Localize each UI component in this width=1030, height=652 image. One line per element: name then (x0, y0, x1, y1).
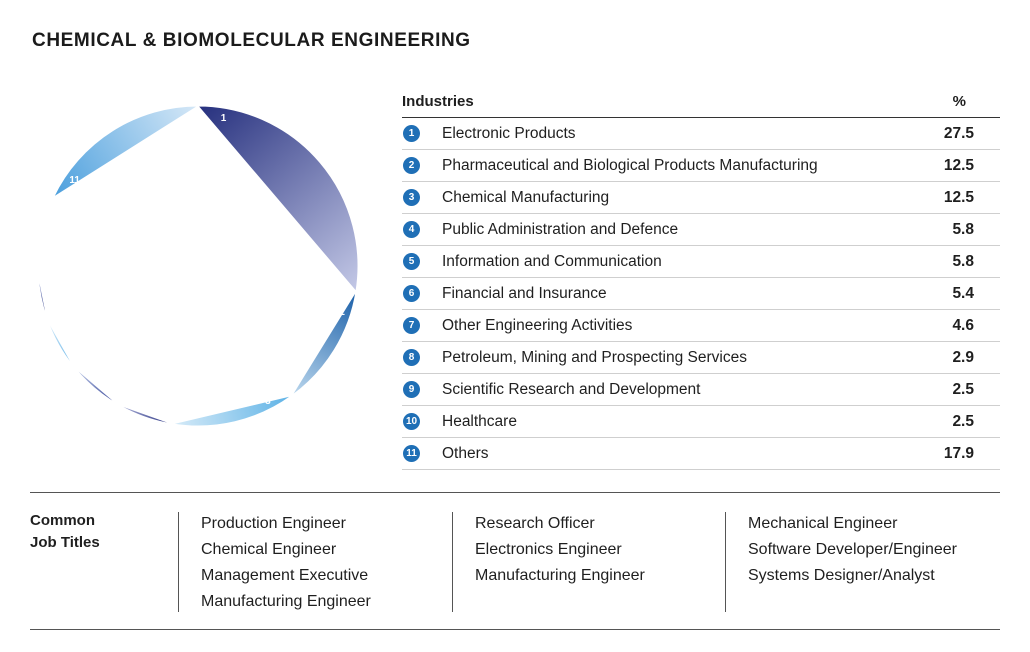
divider-bottom (30, 629, 1000, 630)
row-number-badge: 7 (403, 317, 420, 334)
job-title-item: Production Engineer (201, 515, 346, 532)
row-percent-value: 2.5 (952, 412, 974, 430)
pie-slice-9 (38, 220, 46, 246)
table-row: 9 Scientific Research and Development 2.5 (402, 374, 1000, 406)
table-row: 5 Information and Communication 5.8 (402, 246, 1000, 278)
row-number-badge: 4 (403, 221, 420, 238)
job-titles-column-3: Mechanical Engineer Software Developer/En… (725, 512, 957, 612)
pie-chart-svg: 1 2 3 4 5 6 7 8 9 10 11 (37, 105, 359, 427)
job-titles-column-2: Research Officer Electronics Engineer Manu… (452, 512, 645, 612)
job-titles-column-1: Production Engineer Chemical Engineer Mana… (178, 512, 371, 612)
table-rows: 1 Electronic Products 27.5 2 Pharmaceutical … (402, 118, 1000, 470)
job-title-item: Chemical Engineer (201, 541, 337, 558)
row-percent-value: 5.8 (952, 252, 974, 270)
table-row: 2 Pharmaceutical and Biological Products … (402, 150, 1000, 182)
pie-slice-label-7: 7 (49, 300, 55, 311)
row-percent-value: 2.5 (952, 380, 974, 398)
table-row: 7 Other Engineering Activities 4.6 (402, 310, 1000, 342)
row-industry-label: Others (442, 444, 489, 462)
job-title-item: Mechanical Engineer (748, 515, 898, 532)
row-industry-label: Public Administration and Defence (442, 220, 679, 238)
pie-slice-label-6: 6 (70, 346, 76, 357)
pie-slice-8 (37, 245, 40, 275)
header-industries: Industries (402, 93, 474, 110)
row-number-badge: 9 (403, 381, 420, 398)
row-percent-value: 12.5 (943, 156, 974, 174)
row-number-badge: 8 (403, 349, 420, 366)
pie-slice-label-5: 5 (108, 385, 114, 396)
job-title-item: Software Developer/Engineer (748, 541, 958, 558)
row-number-badge: 3 (403, 189, 420, 206)
job-title-item: Research Officer (475, 515, 595, 532)
page-title: CHEMICAL & BIOMOLECULAR ENGINEERING (32, 30, 471, 51)
row-industry-label: Other Engineering Activities (442, 316, 633, 334)
pie-slice-label-9: 9 (47, 232, 53, 243)
pie-slice-label-8: 8 (44, 259, 50, 270)
row-percent-value: 12.5 (943, 188, 974, 206)
table-row: 8 Petroleum, Mining and Prospecting Servi… (402, 342, 1000, 374)
table-row: 10 Healthcare 2.5 (402, 406, 1000, 438)
table-row: 3 Chemical Manufacturing 12.5 (402, 182, 1000, 214)
job-title-item: Manufacturing Engineer (475, 567, 645, 584)
pie-slice-label-4: 4 (157, 408, 163, 419)
table-row: 4 Public Administration and Defence 5.8 (402, 214, 1000, 246)
pie-slice-4 (117, 403, 173, 425)
pie-slice-label-3: 3 (265, 396, 271, 407)
donut-hole (150, 218, 246, 314)
job-titles-heading-line1: Common (30, 512, 95, 529)
header-percent: % (952, 93, 966, 110)
table-row: 11 Others 17.9 (402, 438, 1000, 470)
row-percent-value: 17.9 (943, 444, 974, 462)
row-number-badge: 10 (403, 413, 420, 430)
pie-slice-label-11: 11 (69, 175, 80, 186)
row-number-badge: 2 (403, 157, 420, 174)
row-percent-value: 5.8 (952, 220, 974, 238)
job-title-item: Manufacturing Engineer (201, 593, 371, 610)
row-industry-label: Pharmaceutical and Biological Products M… (442, 156, 818, 174)
row-industry-label: Healthcare (442, 412, 517, 430)
row-number-badge: 1 (403, 125, 420, 142)
pie-slice-7 (37, 274, 48, 320)
job-title-item: Systems Designer/Analyst (748, 567, 935, 584)
table-row: 6 Financial and Insurance 5.4 (402, 278, 1000, 310)
job-titles-heading: Common Job Titles (30, 510, 150, 554)
row-number-badge: 5 (403, 253, 420, 270)
pie-slice-label-10: 10 (51, 209, 63, 220)
pie-slice-11 (52, 105, 200, 199)
pie-slice-1 (196, 105, 359, 293)
row-percent-value: 4.6 (952, 316, 974, 334)
row-industry-label: Scientific Research and Development (442, 380, 701, 398)
row-number-badge: 6 (403, 285, 420, 302)
row-industry-label: Information and Communication (442, 252, 662, 270)
row-industry-label: Financial and Insurance (442, 284, 607, 302)
row-industry-label: Chemical Manufacturing (442, 188, 610, 206)
table-row: 1 Electronic Products 27.5 (402, 118, 1000, 150)
row-percent-value: 5.4 (952, 284, 974, 302)
pie-slice-label-2: 2 (339, 307, 345, 318)
job-titles-heading-line2: Job Titles (30, 534, 100, 551)
row-industry-label: Petroleum, Mining and Prospecting Servic… (442, 348, 747, 366)
row-percent-value: 27.5 (943, 124, 974, 142)
pie-chart: 1 2 3 4 5 6 7 8 9 10 11 (30, 98, 370, 438)
industries-table: Industries % 1 Electronic Products 27.5 2 Ph… (402, 86, 1000, 470)
pie-slice-3 (172, 395, 293, 427)
job-title-item: Electronics Engineer (475, 541, 622, 558)
row-number-badge: 11 (403, 445, 420, 462)
pie-slice-6 (46, 319, 75, 368)
row-percent-value: 2.9 (952, 348, 974, 366)
pie-slice-2 (291, 291, 357, 397)
pie-slice-label-1: 1 (221, 113, 227, 124)
table-header: Industries % (402, 86, 1000, 118)
divider-top (30, 492, 1000, 493)
job-title-item: Management Executive (201, 567, 369, 584)
row-industry-label: Electronic Products (442, 124, 576, 142)
